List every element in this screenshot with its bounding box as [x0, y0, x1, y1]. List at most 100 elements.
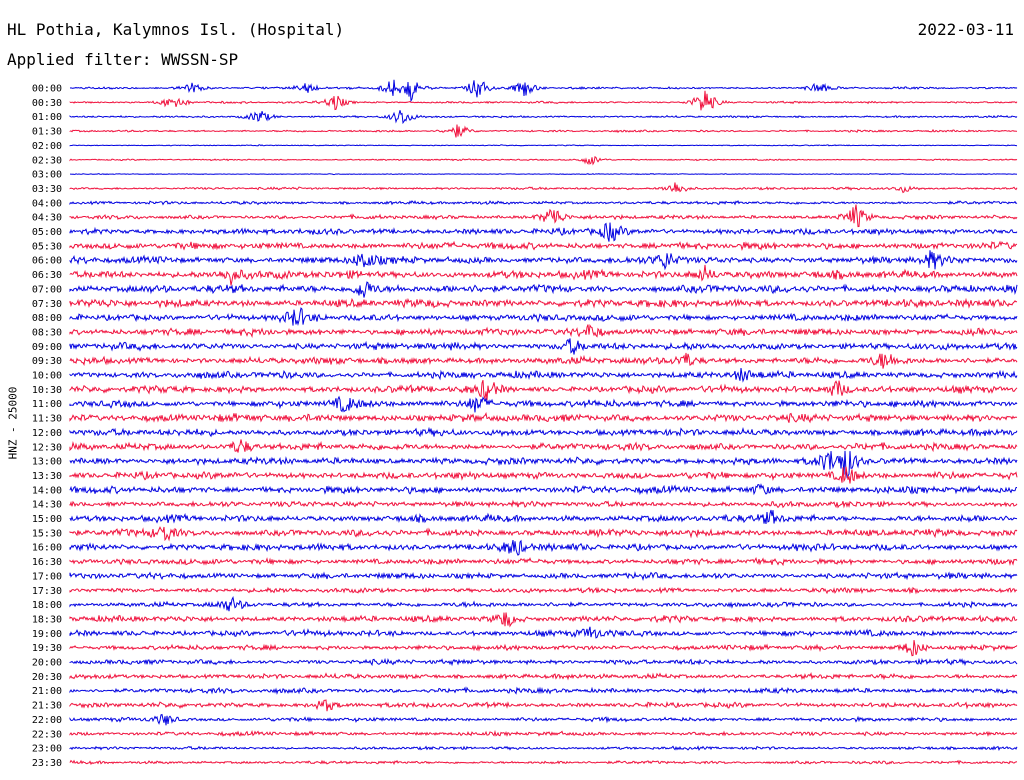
row-time-label: 22:00	[32, 715, 62, 726]
trace-1330	[69, 466, 1018, 484]
trace-0600	[69, 250, 1018, 271]
row-time-label: 03:00	[32, 170, 62, 181]
trace-0000	[69, 79, 1018, 103]
trace-1630	[69, 556, 1018, 567]
trace-2200	[69, 713, 1018, 726]
trace-0530	[69, 240, 1018, 251]
station-title: HL Pothia, Kalymnos Isl. (Hospital)	[7, 20, 345, 39]
row-time-label: 08:30	[32, 327, 62, 338]
row-time-label: 06:00	[32, 256, 62, 267]
trace-1800	[69, 595, 1018, 612]
row-time-label: 00:00	[32, 84, 62, 95]
row-time-label: 04:00	[32, 198, 62, 209]
trace-1600	[69, 539, 1018, 556]
trace-1530	[69, 526, 1018, 542]
row-time-label: 17:30	[32, 586, 62, 597]
row-time-label: 13:00	[32, 457, 62, 468]
row-time-label: 01:30	[32, 127, 62, 138]
row-time-label: 13:30	[32, 471, 62, 482]
row-time-label: 02:30	[32, 155, 62, 166]
trace-0730	[69, 297, 1018, 309]
date-label: 2022-03-11	[917, 20, 1014, 39]
row-time-label: 02:00	[32, 141, 62, 152]
row-time-label: 00:30	[32, 98, 62, 109]
trace-0700	[69, 281, 1018, 298]
row-time-label: 09:30	[32, 356, 62, 367]
trace-1500	[69, 509, 1018, 524]
row-time-label: 20:30	[32, 672, 62, 683]
trace-2000	[69, 657, 1018, 667]
trace-1030	[69, 379, 1018, 401]
row-time-label: 07:30	[32, 299, 62, 310]
row-time-label: 15:00	[32, 514, 62, 525]
trace-2330	[69, 759, 1018, 766]
trace-1400	[69, 483, 1018, 496]
row-time-label: 19:00	[32, 629, 62, 640]
trace-2030	[69, 671, 1018, 681]
trace-2100	[69, 686, 1018, 695]
trace-0300	[70, 173, 1018, 176]
row-time-label: 14:30	[32, 500, 62, 511]
trace-1930	[69, 640, 1018, 657]
row-time-label: 18:00	[32, 600, 62, 611]
row-time-label: 16:00	[32, 543, 62, 554]
row-time-label: 12:30	[32, 442, 62, 453]
row-time-label: 21:00	[32, 686, 62, 697]
row-time-label: 04:30	[32, 213, 62, 224]
row-time-label: 11:00	[32, 399, 62, 410]
row-time-label: 05:00	[32, 227, 62, 238]
trace-0430	[69, 204, 1018, 228]
trace-1130	[69, 411, 1018, 424]
row-time-label: 22:30	[32, 729, 62, 740]
trace-0030	[69, 90, 1018, 111]
row-time-label: 12:00	[32, 428, 62, 439]
row-time-label: 23:00	[32, 744, 62, 755]
trace-0130	[69, 124, 1018, 138]
trace-1000	[69, 368, 1018, 383]
row-time-label: 01:00	[32, 112, 62, 123]
trace-1300	[69, 450, 1018, 479]
row-time-label: 14:00	[32, 485, 62, 496]
row-time-label: 18:30	[32, 614, 62, 625]
trace-0830	[69, 324, 1018, 339]
trace-2300	[69, 745, 1018, 752]
trace-1200	[69, 426, 1018, 438]
trace-1730	[69, 586, 1018, 595]
row-time-label: 05:30	[32, 241, 62, 252]
trace-0900	[69, 338, 1018, 355]
trace-0330	[69, 182, 1018, 194]
row-time-label: 06:30	[32, 270, 62, 281]
row-time-label: 23:30	[32, 758, 62, 769]
trace-0800	[69, 307, 1018, 327]
row-time-label: 09:00	[32, 342, 62, 353]
row-time-label: 15:30	[32, 528, 62, 539]
trace-0400	[69, 199, 1018, 206]
row-time-label: 10:30	[32, 385, 62, 396]
row-time-label: 07:00	[32, 284, 62, 295]
trace-1700	[69, 571, 1018, 582]
trace-1900	[69, 626, 1018, 639]
trace-0930	[69, 352, 1018, 369]
trace-0200	[69, 144, 1018, 147]
trace-0100	[69, 110, 1018, 125]
trace-1100	[69, 395, 1018, 413]
row-time-label: 16:30	[32, 557, 62, 568]
row-time-label: 20:00	[32, 658, 62, 669]
trace-1430	[69, 499, 1018, 509]
row-time-label: 08:00	[32, 313, 62, 324]
row-time-label: 10:00	[32, 371, 62, 382]
row-time-label: 21:30	[32, 701, 62, 712]
trace-1830	[69, 612, 1018, 628]
trace-2230	[69, 729, 1018, 737]
row-time-label: 11:30	[32, 414, 62, 425]
row-time-label: 17:00	[32, 571, 62, 582]
filter-label: Applied filter: WWSSN-SP	[7, 50, 239, 69]
trace-2130	[69, 699, 1018, 712]
trace-1230	[69, 439, 1018, 453]
trace-0500	[69, 222, 1018, 242]
row-time-label: 19:30	[32, 643, 62, 654]
row-time-label: 03:30	[32, 184, 62, 195]
trace-0630	[69, 264, 1018, 286]
trace-0230	[69, 155, 1018, 166]
